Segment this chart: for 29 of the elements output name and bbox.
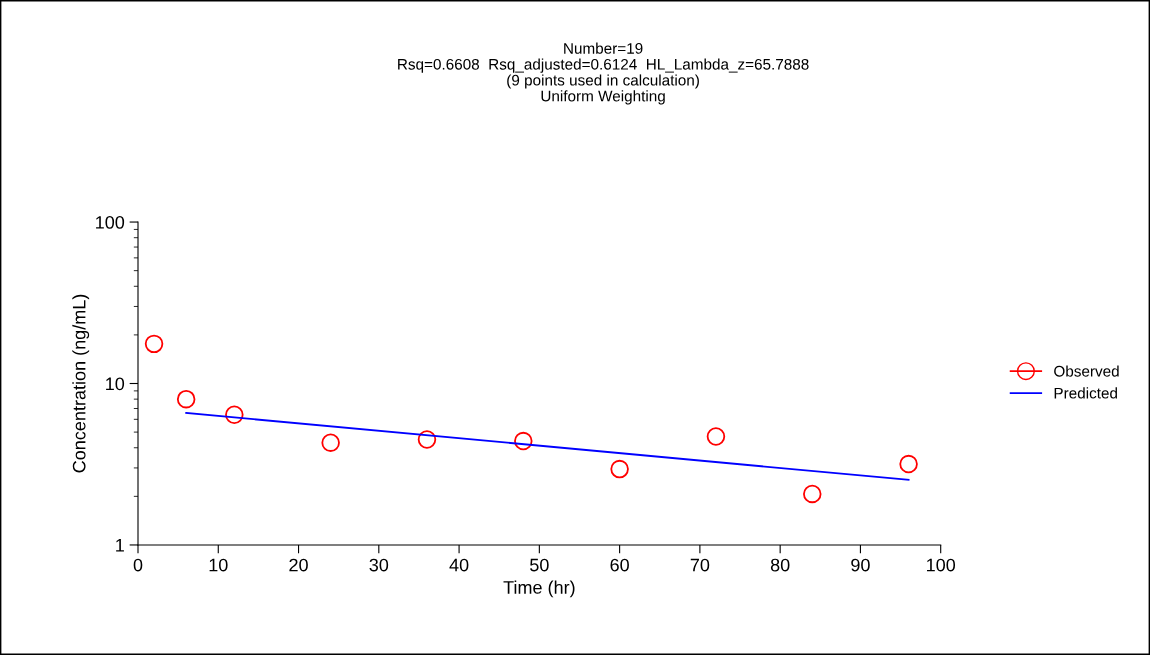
x-tick-label: 70 (690, 558, 710, 572)
point (176, 389, 196, 409)
y-tick-label: 10 (106, 377, 125, 391)
x-tick-label: 40 (449, 558, 469, 572)
y-axis-title: Concentration (ng/mL) (72, 294, 90, 473)
x-tick-label: 30 (369, 558, 389, 572)
chart-title: Number=19 Rsq=0.6608 Rsq_adjusted=0.6124 HL_Lambda_z=65.7888 (9 points used in calculation) Uniform Weighting (398, 42, 809, 105)
point (803, 484, 822, 504)
point (706, 427, 726, 446)
point (225, 405, 244, 425)
legend-label: Predicted (1054, 387, 1117, 399)
x-tick-label: 90 (851, 558, 870, 572)
y-tick-label: 100 (96, 215, 125, 229)
x-tick-label: 80 (770, 558, 790, 572)
x-tick-label: 50 (530, 558, 549, 572)
x-tick-label: 0 (133, 558, 143, 572)
point (610, 459, 629, 479)
point (321, 433, 340, 452)
y-tick-label: 1 (116, 539, 124, 552)
x-axis-title: Time (hr) (503, 580, 575, 598)
point (144, 334, 164, 354)
legend-label: Observed (1054, 365, 1119, 377)
x-tick-label: 60 (610, 558, 629, 572)
point (899, 454, 918, 474)
x-tick-label: 100 (927, 558, 956, 572)
point (417, 430, 437, 449)
point (514, 431, 533, 451)
x-tick-label: 20 (289, 558, 308, 572)
x-tick-label: 10 (209, 558, 228, 572)
